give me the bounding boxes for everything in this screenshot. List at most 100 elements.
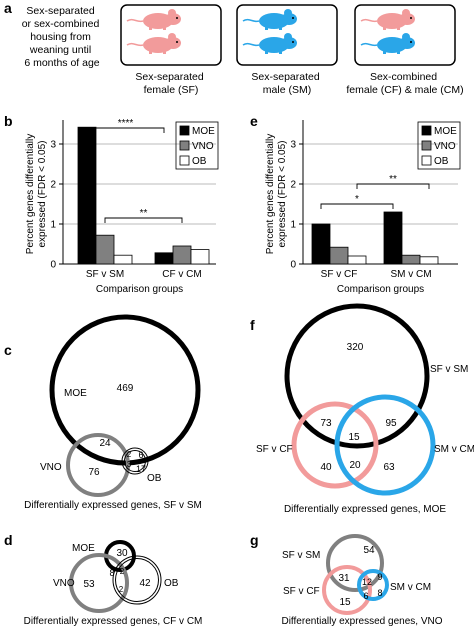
venn-circle-ob-outer (112, 555, 162, 605)
venn-label-moe: MOE (64, 388, 87, 399)
venn-count: 2 (120, 567, 125, 576)
significance-bracket (320, 203, 394, 209)
cage-caption-sm: Sex-separated male (SM) (251, 71, 322, 96)
cage-box-sm (236, 4, 338, 66)
venn-label-moe: MOE (72, 543, 95, 554)
venn-count: 15 (339, 597, 351, 608)
mouse-icon (126, 9, 181, 30)
y-tick-label: 3 (290, 140, 296, 151)
venn-caption-f: Differentially expressed genes, MOE (284, 504, 446, 515)
venn-count: 8 (109, 568, 114, 578)
bar-ob (190, 249, 210, 265)
venn-caption-g: Differentially expressed genes, VNO (281, 616, 442, 627)
y-axis-label-line: expressed (FDR < 0.05) (37, 141, 48, 248)
mouse-eye (176, 41, 178, 43)
cage-box-combined (354, 4, 456, 66)
venn-count: 8 (377, 588, 382, 598)
mouse-head (399, 37, 415, 49)
venn-label-vno: VNO (53, 578, 75, 589)
x-tick-label: SF v CF (321, 269, 358, 280)
bar-moe (311, 223, 331, 265)
venn-count: 2 (119, 585, 124, 594)
mouse-icon (126, 33, 181, 54)
venn-circle-ob-inner (124, 450, 146, 472)
venn-circle-sf-v-cf (322, 565, 372, 615)
venn-label-sf-v-cf: SF v CF (283, 586, 320, 597)
x-tick-label: CF v CM (162, 269, 201, 280)
panel-letter-d: d (4, 532, 13, 548)
venn-count: 2 (127, 450, 132, 459)
y-axis-label: Percent genes differentiallyexpressed (F… (265, 134, 288, 254)
caption-line: Sex-separated (135, 71, 203, 83)
panel-letter-c: c (4, 342, 12, 358)
bar-vno (401, 254, 421, 265)
legend-swatch (421, 140, 432, 151)
venn-label-vno: VNO (40, 462, 62, 473)
cage-caption-sf: Sex-separated female (SF) (135, 71, 206, 96)
mouse-tail (126, 18, 144, 23)
mouse-ear (402, 33, 410, 41)
legend-swatch (179, 155, 190, 166)
legend-label: VNO (192, 141, 214, 152)
bar-vno (172, 245, 192, 265)
panel-letter-e: e (250, 113, 258, 129)
venn-count: 24 (99, 438, 111, 449)
cage-caption-combined: Sex-combined female (CF) & male (CM) (346, 71, 463, 96)
x-axis-label: Comparison groups (337, 284, 424, 295)
venn-count: 42 (139, 578, 151, 589)
y-tick-label: 2 (290, 180, 296, 191)
caption-line: female (SF) (144, 84, 199, 96)
mouse-tail (360, 18, 378, 23)
cage-box-sf (120, 4, 222, 66)
caption-line: Sex-separated (251, 71, 319, 83)
venn-count: 76 (88, 467, 100, 478)
mouse-ear (168, 33, 176, 41)
mouse-icon (242, 9, 297, 30)
mouse-head (165, 37, 181, 49)
venn-label-sm-v-cm: SM v CM (434, 444, 474, 455)
venn-label-ob: OB (147, 473, 162, 484)
venn-count: 30 (116, 548, 128, 559)
venn-count: 40 (320, 462, 332, 473)
mouse-tail (242, 42, 260, 47)
caption-line: female (CF) & male (CM) (346, 84, 463, 96)
bar-moe (383, 211, 403, 265)
x-axis-label: Comparison groups (96, 284, 183, 295)
y-axis-label-line: expressed (FDR < 0.05) (277, 141, 288, 248)
panel-letter-b: b (4, 113, 13, 129)
significance-label: ** (389, 174, 397, 185)
venn-diagram-g: SF v SM SF v CF SM v CM 54 31 12 9 15 6 … (281, 534, 443, 627)
housing-description: Sex-separated or sex-combined housing fr… (22, 5, 103, 69)
mouse-icon (360, 9, 415, 30)
legend-box (417, 121, 461, 170)
bar-ob (113, 254, 133, 265)
mouse-tail (360, 42, 378, 47)
venn-count: 6 (138, 450, 143, 460)
venn-label-sf-v-sm: SF v SM (430, 364, 468, 375)
mouse-icon (360, 33, 415, 54)
mouse-head (165, 13, 181, 25)
panel-a: Sex-separated or sex-combined housing fr… (22, 4, 464, 96)
venn-circle-ob-inner (115, 558, 159, 602)
mouse-icon (242, 33, 297, 54)
mouse-ear (284, 9, 292, 17)
mouse-leg (383, 27, 386, 30)
y-tick-label: 1 (50, 220, 56, 231)
venn-count: 20 (349, 460, 361, 471)
venn-count: 73 (320, 418, 332, 429)
housing-line-4: weaning until (29, 44, 91, 56)
venn-circle-vno (69, 553, 129, 613)
venn-count: 469 (117, 383, 134, 394)
mouse-tail (242, 18, 260, 23)
venn-circle-sf-v-cf (291, 401, 379, 489)
venn-label-sm-v-cm: SM v CM (390, 582, 431, 593)
venn-caption-d: Differentially expressed genes, CF v CM (24, 616, 203, 627)
housing-line-5: 6 months of age (24, 57, 99, 69)
legend-swatch (421, 125, 432, 136)
bar-moe (154, 252, 174, 265)
y-axis-label: Percent genes differentiallyexpressed (F… (25, 134, 48, 254)
venn-circle-sf-v-sm (284, 303, 430, 449)
significance-bracket (86, 127, 165, 133)
mouse-eye (410, 17, 412, 19)
caption-line: male (SM) (263, 84, 311, 96)
